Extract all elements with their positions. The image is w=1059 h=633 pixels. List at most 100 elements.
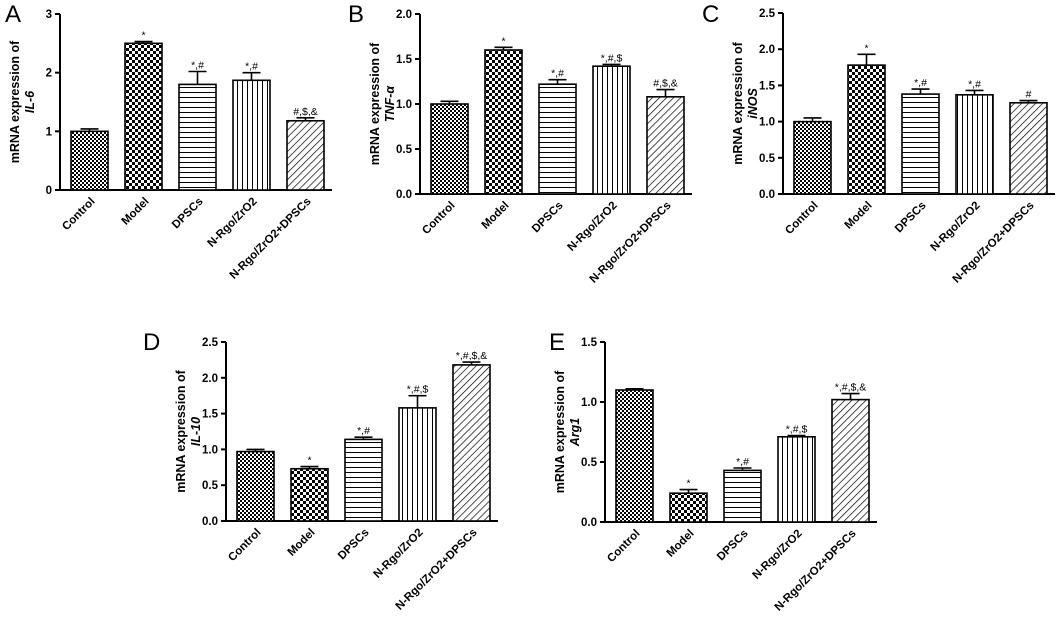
bar-control [70,130,109,191]
bar-control [236,450,275,522]
bar-n-rgo-zro2-dpscs [831,398,870,523]
x-tick-label: Control [420,200,457,237]
y-tick-label: 1.5 [202,409,219,421]
y-tick-label: 3 [46,9,52,21]
bar-model [124,42,163,191]
y-tick-label: 0.5 [396,144,413,156]
y-tick-label: 1.5 [759,80,776,92]
significance-label: *,#,$,& [456,350,488,362]
x-tick-label: Control [60,196,97,233]
significance-label: * [864,42,868,54]
y-tick-label: 2.0 [759,44,775,56]
x-tick-label: Model [286,527,318,559]
y-tick-label: 0.5 [202,480,219,492]
bar-n-rgo-zro2-dpscs [646,96,685,195]
y-axis-label: mRNA expression ofIL-6 [8,40,37,163]
bar-dpscs [538,83,577,195]
x-tick-label: Model [843,200,875,232]
y-tick-label: 1.0 [396,99,412,111]
panel-letter-e: E [549,329,565,356]
y-tick-label: 1.0 [581,397,597,409]
y-tick-label: 2.5 [759,8,776,20]
y-tick-label: 0.0 [759,189,775,201]
y-tick-label: 2.0 [396,9,412,21]
significance-label: *,#,$,& [835,382,867,394]
y-tick-label: 1 [46,126,53,138]
x-tick-label: N-Rgo/ZrO2 [751,528,805,582]
significance-label: *,# [551,68,564,80]
panel-b: B 0.0 0.5 1.0 1.5 2.0 mRNA expression ofTNF-α… [348,1,692,286]
x-tick-label: N-Rgo/ZrO2 [566,200,620,254]
y-tick-label: 2 [46,68,52,80]
x-tick-label: DPSCs [715,528,751,564]
bar-dpscs [344,438,383,522]
y-tick-label: 0.5 [581,457,598,469]
panel-c: C 0.0 0.5 1.0 1.5 2.0 2.5 mRNA expression ofiN… [702,1,1055,286]
y-tick-label: 0.0 [396,189,412,201]
x-tick-label: N-Rgo/ZrO2 [372,527,426,581]
bar-dpscs [901,93,940,195]
y-tick-label: 0.0 [202,516,218,528]
x-tick-label: N-Rgo/ZrO2 [206,196,260,250]
significance-label: * [686,478,690,490]
panel-a: A 0 1 2 3 mRNA expression ofIL-6 Control * Mode… [5,1,332,282]
bar-control [615,389,654,523]
bar-n-rgo-zro2-dpscs [1009,101,1048,195]
significance-label: *,# [245,61,258,73]
x-tick-label: DPSCs [530,200,566,236]
significance-label: *,# [191,59,204,71]
panel-letter-a: A [5,1,21,28]
significance-label: *,# [968,78,981,90]
significance-label: * [501,35,505,47]
panel-d: D 0.0 0.5 1.0 1.5 2.0 2.5 mRNA expression ofIL… [143,329,498,613]
y-tick-label: 1.0 [202,444,218,456]
x-tick-label: Model [665,528,697,560]
y-tick-label: 2.5 [202,337,219,349]
panel-letter-c: C [702,1,719,28]
y-tick-label: 0 [46,185,52,197]
bar-n-rgo-zro2 [592,65,631,195]
significance-label: *,#,$ [601,52,623,64]
x-tick-label: DPSCs [336,527,372,563]
bar-n-rgo-zro2 [398,407,437,522]
bar-n-rgo-zro2 [777,435,816,523]
panel-letter-b: B [348,1,364,28]
bar-model [847,64,886,195]
bar-n-rgo-zro2 [232,79,271,191]
bar-model [484,49,523,195]
x-tick-label: DPSCs [893,200,929,236]
y-tick-label: 1.5 [581,337,598,349]
bar-model [669,492,708,523]
y-tick-label: 1.5 [396,54,413,66]
significance-label: # [1026,89,1032,101]
x-tick-label: DPSCs [170,196,206,232]
bar-dpscs [723,469,762,523]
bar-dpscs [178,83,217,191]
x-tick-label: Control [605,528,642,565]
significance-label: *,#,$ [786,424,808,436]
significance-label: *,# [914,77,927,89]
significance-label: *,#,$ [407,384,429,396]
significance-label: * [141,30,145,42]
x-tick-label: N-Rgo/ZrO2 [929,200,983,254]
x-tick-label: Model [120,196,152,228]
y-tick-label: 2.0 [202,373,218,385]
x-tick-label: Control [783,200,820,237]
panel-letter-d: D [143,329,160,356]
significance-label: *,# [736,456,749,468]
panel-e: E 0.0 0.5 1.0 1.5 mRNA expression ofArg1 Cont… [549,329,877,614]
bar-n-rgo-zro2 [955,94,994,195]
bar-n-rgo-zro2-dpscs [286,119,325,191]
x-tick-label: Model [480,200,512,232]
bar-model [290,467,329,522]
y-axis-label: mRNA expression ofArg1 [553,370,582,493]
y-axis-label: mRNA expression ofiNOS [731,41,760,164]
significance-label: #,$,& [293,106,318,118]
significance-label: *,# [357,425,370,437]
y-axis-label: mRNA expression ofTNF-α [368,42,397,165]
y-tick-label: 0.5 [759,153,776,165]
bar-control [793,120,832,195]
bar-n-rgo-zro2-dpscs [452,364,491,522]
x-tick-label: Control [226,527,263,564]
